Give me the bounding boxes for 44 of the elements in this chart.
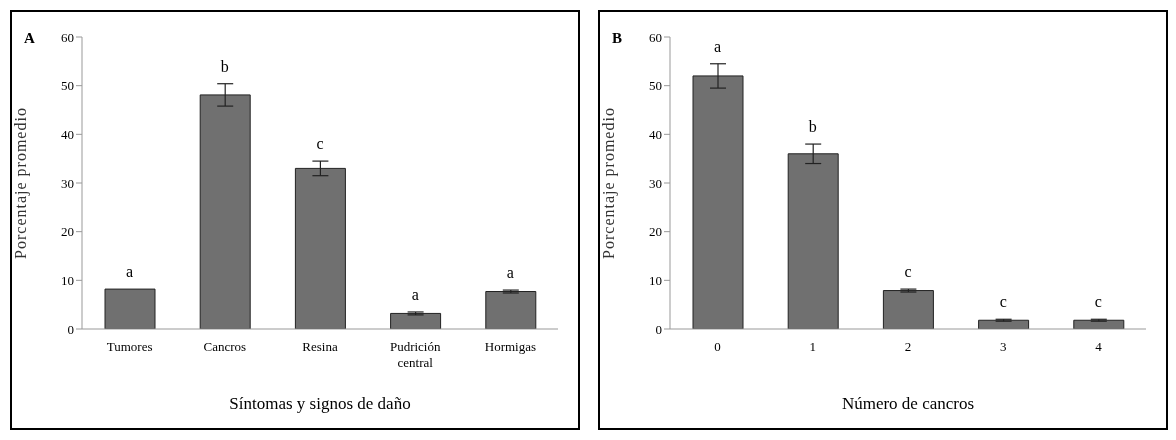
y-tick-label: 60 (649, 29, 662, 45)
y-tick-label: 10 (649, 272, 662, 288)
annotation: a (714, 37, 722, 55)
y-tick-label: 30 (61, 175, 74, 191)
x-tick-label: 1 (809, 339, 817, 354)
x-tick-label: Hormigas (484, 339, 537, 354)
x-tick-label: 3 (999, 339, 1007, 354)
x-tick-label: 4 (1095, 339, 1103, 354)
x-tick-label: 0 (714, 339, 721, 354)
y-tick-label: 0 (67, 321, 74, 337)
bar (104, 288, 156, 329)
y-tick-label: 50 (649, 78, 662, 94)
bar (882, 290, 934, 329)
annotation: c (1094, 293, 1102, 311)
x-tick-label: Tumores (106, 339, 153, 354)
annotation: a (506, 264, 514, 282)
y-axis-title: Porcentaje promedio (11, 107, 30, 259)
annotation: c (904, 263, 912, 281)
y-tick-label: 20 (649, 224, 662, 240)
chart-title: A (24, 30, 35, 47)
x-axis-title: Número de cancros (841, 394, 975, 414)
x-axis-title: Síntomas y signos de daño (229, 394, 411, 414)
y-tick-label: 20 (61, 224, 74, 240)
x-tick-label: 2 (904, 339, 912, 354)
annotation: a (126, 263, 134, 281)
x-tick-label: Resina (302, 339, 338, 354)
y-tick-label: 40 (61, 126, 74, 142)
x-tick-label: Cancros (203, 339, 247, 354)
y-tick-label: 50 (61, 78, 74, 94)
y-tick-label: 10 (61, 272, 74, 288)
annotation: c (999, 293, 1007, 311)
bar (390, 312, 442, 329)
annotation: b (808, 118, 817, 136)
annotation: b (220, 57, 229, 75)
y-tick-label: 60 (61, 29, 74, 45)
annotation: a (411, 285, 419, 303)
y-tick-label: 40 (649, 126, 662, 142)
annotation: c (316, 135, 324, 153)
chart-title: B (612, 30, 623, 47)
bar (485, 291, 537, 329)
y-axis-title: Porcentaje promedio (599, 107, 618, 259)
y-tick-label: 0 (655, 321, 662, 337)
x-tick-label: Pudrición central (389, 339, 441, 370)
y-tick-label: 30 (649, 175, 662, 191)
